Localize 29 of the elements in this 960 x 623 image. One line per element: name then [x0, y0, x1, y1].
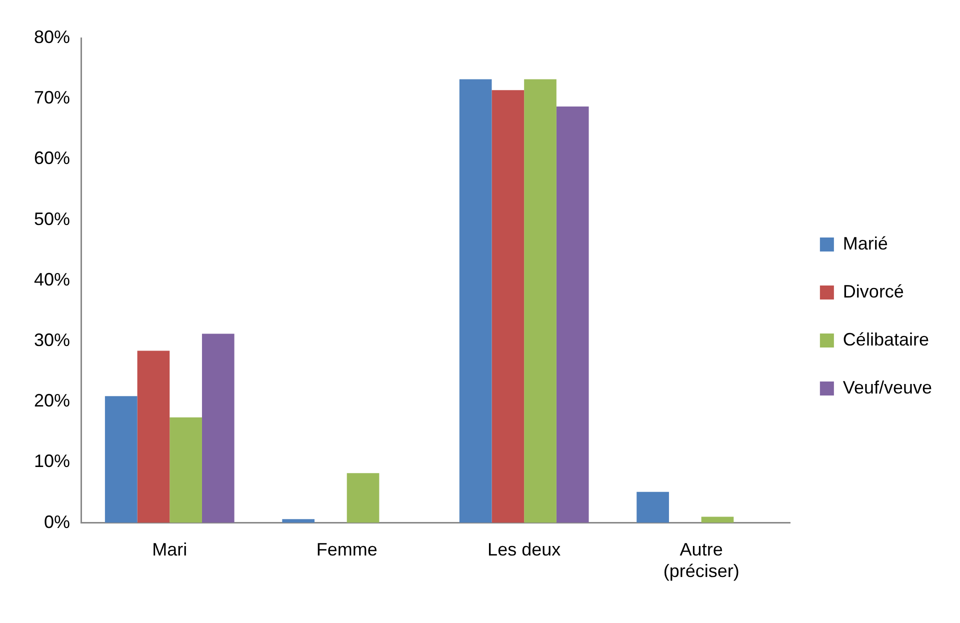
- bar: [556, 106, 589, 523]
- x-tick-label: Les deux: [488, 540, 561, 560]
- bar: [636, 492, 669, 523]
- x-tick-label: Mari: [152, 540, 188, 560]
- bar: [701, 516, 734, 523]
- legend-label: Célibataire: [842, 329, 929, 350]
- y-tick-label: 0%: [44, 512, 70, 532]
- bar: [492, 90, 524, 523]
- bar: [202, 334, 234, 523]
- bar: [104, 396, 138, 523]
- bar: [459, 79, 492, 523]
- legend-label: Marié: [842, 233, 888, 254]
- x-tick-label: Autre (préciser): [663, 540, 740, 582]
- y-tick-label: 30%: [34, 330, 70, 350]
- bar: [346, 473, 380, 523]
- legend-label: Divorcé: [842, 281, 904, 302]
- y-tick-label: 60%: [34, 148, 70, 168]
- y-tick-label: 70%: [34, 88, 70, 108]
- bar: [137, 350, 170, 523]
- x-tick-label: Femme: [316, 540, 378, 560]
- y-tick-label: 20%: [34, 390, 70, 411]
- bar: [282, 519, 315, 523]
- y-tick-label: 50%: [34, 208, 70, 229]
- y-tick-label: 40%: [34, 269, 70, 290]
- y-tick-label: 80%: [34, 26, 70, 47]
- y-tick-label: 10%: [34, 451, 70, 472]
- bar: [170, 417, 202, 523]
- bar: [524, 79, 556, 523]
- legend-label: Veuf/veuve: [842, 377, 932, 398]
